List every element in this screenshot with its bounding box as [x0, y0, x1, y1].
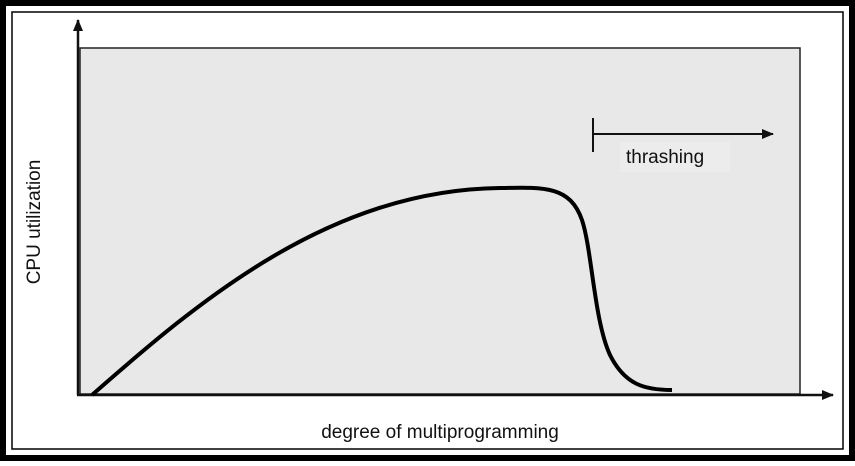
- utilization-curve: [90, 185, 673, 397]
- plot-area: [79, 47, 801, 395]
- annotation: thrashing: [626, 147, 704, 168]
- y-axis-label: CPU utilization: [24, 160, 45, 285]
- annotation-bg: [620, 142, 730, 172]
- x-axis-label: degree of multiprogramming: [321, 422, 559, 443]
- inner-frame: [11, 11, 844, 450]
